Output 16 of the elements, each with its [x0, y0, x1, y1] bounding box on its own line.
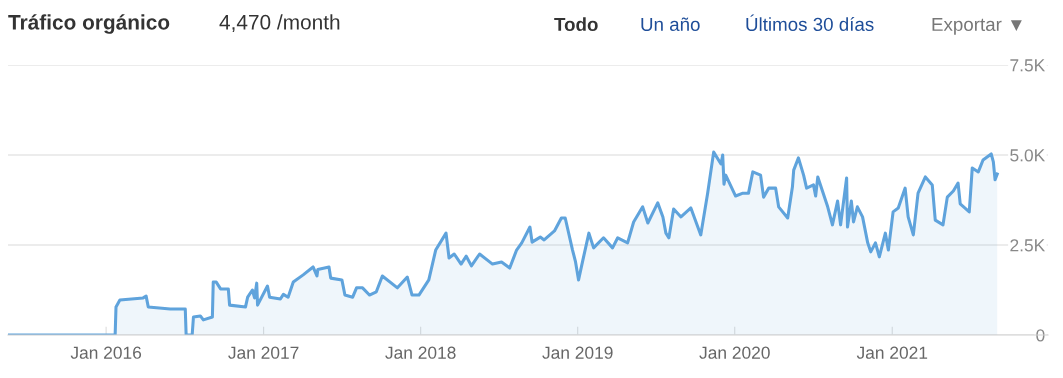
- y-tick-label: 0: [1036, 329, 1045, 342]
- x-tick-label: Jan 2021: [856, 346, 928, 359]
- y-tick-label: 5.0K: [1010, 149, 1046, 162]
- x-tick-label: Jan 2016: [70, 346, 142, 359]
- chart-subtitle: 4,470 /month: [219, 14, 340, 33]
- x-tick-label: Jan 2018: [385, 346, 456, 359]
- text: Todo: [554, 17, 598, 32]
- x-tick-label: Jan 2020: [699, 346, 770, 359]
- chart-title: Tráfico orgánico: [8, 14, 170, 34]
- y-tick-label: 7.5K: [1010, 59, 1046, 72]
- x-tick-label: Jan 2019: [542, 346, 613, 359]
- x-tick-label: Jan 2017: [228, 346, 299, 359]
- text: Exportar ▼: [932, 17, 1022, 35]
- text: Un año: [641, 17, 700, 32]
- text: Últimos 30 días: [746, 14, 874, 32]
- y-tick-label: 2.5K: [1010, 239, 1046, 252]
